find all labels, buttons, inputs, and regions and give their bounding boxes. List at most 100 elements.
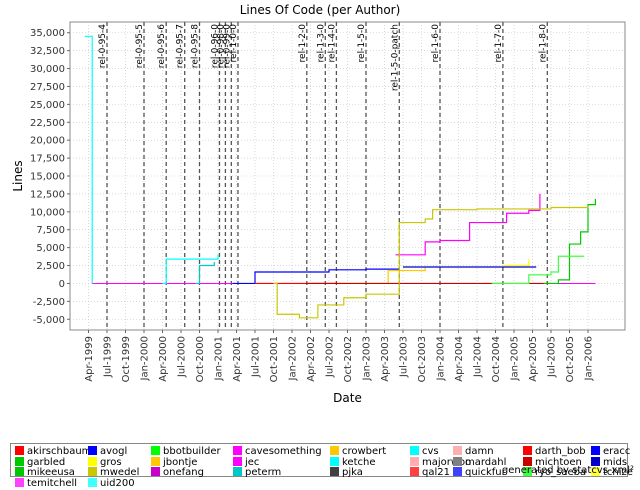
legend-swatch bbox=[523, 467, 532, 476]
legend-item: bbotbuilder bbox=[151, 446, 221, 458]
legend-item: crowbert bbox=[330, 446, 386, 458]
series-line-cavesomething bbox=[395, 193, 541, 256]
legend-item: akirschbaum bbox=[15, 446, 91, 458]
y-tick-label: 27,500 bbox=[30, 82, 65, 93]
x-tick-label: Jan-2003 bbox=[362, 336, 373, 381]
release-marker-label: rel-1-2-0 bbox=[298, 24, 308, 63]
legend-swatch bbox=[88, 446, 97, 455]
release-marker-label: rel-0-98-0 bbox=[216, 24, 226, 68]
legend-item: cvs bbox=[410, 446, 439, 458]
y-tick-label: 5,000 bbox=[36, 243, 65, 254]
x-tick-label: Jul-2003 bbox=[399, 336, 410, 378]
legend-item: qal21 bbox=[410, 467, 450, 479]
release-marker-label: rel-0-99-0 bbox=[222, 24, 232, 68]
legend-swatch bbox=[330, 456, 339, 466]
legend-label: temitchell bbox=[27, 477, 78, 489]
release-marker-label: rel-1-4-0 bbox=[327, 24, 337, 63]
legend-swatch bbox=[591, 467, 600, 476]
series-line-avogl bbox=[232, 268, 400, 285]
legend-swatch bbox=[591, 446, 600, 455]
x-tick-label: Apr-2004 bbox=[454, 336, 465, 382]
legend-swatch bbox=[15, 477, 24, 487]
legend-swatch bbox=[88, 467, 97, 476]
legend-item: darth_bob bbox=[523, 446, 586, 458]
release-marker-label: rel-1-6-0 bbox=[431, 24, 441, 63]
legend-label: mardahl bbox=[465, 456, 507, 468]
y-tick-label: 7,500 bbox=[36, 225, 65, 236]
legend-item: mikeeusa bbox=[15, 467, 75, 479]
legend-item: mwedel bbox=[88, 467, 139, 479]
legend-item: uid200 bbox=[88, 477, 135, 490]
release-marker-label: rel-1-8-0 bbox=[538, 24, 548, 63]
legend-item: peterm bbox=[233, 467, 281, 479]
x-tick-label: Jan-2002 bbox=[288, 336, 299, 381]
release-marker-label: rel-1-7-0 bbox=[494, 24, 504, 63]
legend-swatch bbox=[233, 446, 242, 455]
legend-item: quickfur bbox=[453, 467, 506, 479]
legend-label: bbotbuilder bbox=[163, 446, 221, 457]
legend-label: gros bbox=[100, 456, 122, 468]
series-line-gros bbox=[502, 259, 530, 267]
legend-label: majorwoo bbox=[422, 456, 472, 468]
release-marker-label: rel-1-5-0 bbox=[357, 24, 367, 63]
x-tick-label: Apr-1999 bbox=[84, 336, 95, 382]
legend-item: temitchell bbox=[15, 477, 78, 490]
x-tick-label: Oct-2002 bbox=[343, 336, 354, 382]
y-tick-label: 30,000 bbox=[30, 64, 65, 75]
legend-swatch bbox=[410, 467, 419, 476]
y-tick-label: 2,500 bbox=[36, 261, 65, 272]
legend-swatch bbox=[330, 446, 339, 455]
x-tick-label: Apr-2002 bbox=[306, 336, 317, 382]
legend-swatch bbox=[15, 467, 24, 476]
legend-item: damn bbox=[453, 446, 494, 458]
y-tick-label: 32,500 bbox=[30, 46, 65, 57]
legend-swatch bbox=[233, 456, 242, 466]
legend-swatch bbox=[151, 456, 160, 466]
legend-label: cvs bbox=[422, 446, 439, 457]
legend-item: eracc bbox=[591, 446, 630, 458]
y-axis-label: Lines bbox=[11, 160, 25, 191]
series-line-ryo_saeba bbox=[491, 255, 585, 285]
legend-swatch bbox=[233, 467, 242, 476]
x-tick-label: Jul-2000 bbox=[177, 336, 188, 378]
legend-item: onefang bbox=[151, 467, 204, 479]
release-marker-label: rel-1-5-0-patch bbox=[390, 24, 400, 91]
y-tick-label: -2,500 bbox=[33, 297, 65, 308]
legend-swatch bbox=[591, 456, 600, 466]
legend-label: uid200 bbox=[100, 477, 135, 489]
legend-swatch bbox=[410, 446, 419, 455]
legend-swatch bbox=[410, 456, 419, 466]
x-tick-label: Jan-2005 bbox=[510, 336, 521, 381]
legend-item: ketche bbox=[330, 456, 376, 469]
y-tick-label: 12,500 bbox=[30, 189, 65, 200]
x-tick-label: Oct-2001 bbox=[269, 336, 280, 382]
legend-label: eracc bbox=[603, 446, 631, 457]
release-marker-label: rel-1-3-0 bbox=[316, 24, 326, 63]
x-tick-label: Jul-2004 bbox=[473, 336, 484, 378]
release-marker-label: rel-0-95-4 bbox=[98, 24, 108, 68]
y-tick-label: 22,500 bbox=[30, 118, 65, 129]
legend-item: gros bbox=[88, 456, 122, 469]
x-tick-label: Apr-2001 bbox=[232, 336, 243, 382]
x-tick-label: Apr-2000 bbox=[158, 336, 169, 382]
legend-label: peterm bbox=[245, 467, 282, 478]
legend-label: onefang bbox=[163, 467, 204, 478]
x-tick-label: Jan-2006 bbox=[584, 336, 595, 381]
legend-item: pjka bbox=[330, 467, 363, 479]
x-tick-label: Jul-2002 bbox=[325, 336, 336, 378]
y-tick-label: 15,000 bbox=[30, 172, 65, 183]
legend-label: tchize bbox=[603, 467, 633, 478]
legend-swatch bbox=[453, 456, 462, 466]
legend-label: quickfur bbox=[465, 467, 506, 478]
legend-swatch bbox=[15, 446, 24, 455]
y-tick-label: 10,000 bbox=[30, 207, 65, 218]
x-tick-label: Apr-2003 bbox=[380, 336, 391, 382]
legend-label: darth_bob bbox=[535, 446, 586, 457]
x-tick-label: Jul-2005 bbox=[547, 336, 558, 378]
legend-item: garbled bbox=[15, 456, 65, 469]
legend-item: michtoen bbox=[523, 456, 582, 469]
legend-label: damn bbox=[465, 446, 494, 457]
legend-label: mikeeusa bbox=[27, 467, 75, 478]
legend-item: jec bbox=[233, 456, 260, 469]
legend-label: jec bbox=[245, 456, 260, 468]
